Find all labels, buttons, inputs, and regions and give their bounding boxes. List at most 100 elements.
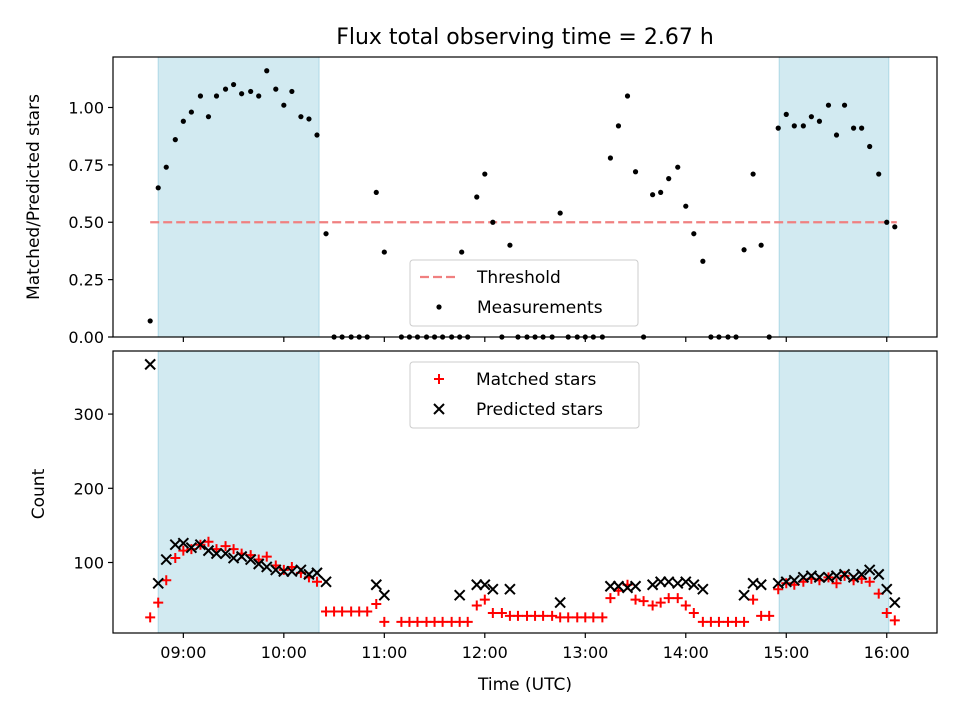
measurement-point — [808, 114, 814, 120]
measurement-point — [607, 155, 614, 161]
predicted-star-point — [370, 579, 382, 591]
matched-star-point — [186, 544, 197, 555]
predicted-star-point — [680, 576, 692, 588]
matched-star-point — [437, 616, 448, 627]
matched-star-point — [881, 607, 892, 618]
measurement-point — [323, 231, 329, 237]
x-tick-label: 16:00 — [864, 643, 910, 662]
predicted-star-point — [487, 583, 499, 595]
matched-star-point — [839, 570, 850, 581]
predicted-star-point — [320, 576, 332, 588]
predicted-star-point — [219, 547, 232, 560]
predicted-star-point — [863, 564, 876, 576]
matched-star-point — [748, 594, 759, 605]
matched-star-point — [379, 616, 390, 627]
measurement-point — [666, 176, 672, 182]
y-tick-label: 100 — [73, 554, 104, 573]
predicted-star-point — [453, 589, 466, 601]
predicted-star-point — [838, 568, 851, 581]
matched-star-point — [680, 600, 691, 611]
predicted-star-point — [813, 571, 826, 584]
predicted-star-point — [252, 558, 265, 570]
matched-star-point — [278, 564, 289, 575]
predicted-star-point — [554, 596, 566, 609]
measurement-point — [306, 116, 312, 122]
predicted-star-point — [629, 580, 642, 592]
measurement-point — [683, 203, 689, 209]
matched-star-point — [161, 575, 172, 586]
matched-star-point — [145, 612, 156, 623]
measurement-point — [163, 164, 169, 170]
measurement-point — [256, 93, 262, 99]
measurement-point — [180, 118, 186, 124]
predicted-star-point — [261, 561, 273, 573]
measurement-point — [381, 249, 387, 255]
measurement-point — [658, 189, 664, 196]
x-tick-label: 13:00 — [562, 643, 608, 662]
matched-star-point — [311, 576, 322, 587]
predicted-star-point — [504, 583, 516, 595]
x-tick-label: 09:00 — [160, 643, 206, 662]
predicted-star-point — [160, 553, 172, 566]
predicted-star-point — [662, 576, 675, 588]
measurement-point — [248, 88, 254, 95]
measurement-point — [800, 123, 806, 129]
matched-star-point — [781, 578, 792, 589]
measurement-point — [783, 111, 789, 117]
x-tick-label: 15:00 — [763, 643, 809, 662]
predicted-star-point — [177, 537, 190, 549]
measurement-point — [884, 219, 890, 225]
measurement-point — [850, 125, 857, 131]
measurement-point — [825, 102, 832, 108]
y-tick-label: 1.00 — [68, 98, 104, 117]
matched-star-point — [889, 615, 900, 626]
matched-star-point — [479, 594, 490, 605]
predicted-star-point — [873, 568, 885, 581]
legend-threshold-label: Threshold — [476, 268, 561, 288]
legend-measurement-swatch — [436, 304, 442, 310]
measurement-point — [289, 88, 295, 95]
matched-star-point — [362, 606, 373, 617]
x-tick-label: 14:00 — [663, 643, 709, 662]
measurement-point — [750, 171, 756, 177]
axes-frame — [112, 56, 938, 338]
predicted-star-point — [144, 358, 156, 371]
axes-frame — [112, 350, 938, 634]
predicted-star-point — [881, 583, 893, 595]
measurement-point — [373, 189, 379, 196]
matched-star-point — [630, 594, 641, 605]
matched-star-point — [773, 584, 784, 595]
y-tick-label: 200 — [73, 479, 104, 498]
measurement-point — [264, 68, 270, 74]
legend-matched-label: Matched stars — [476, 370, 596, 390]
measurement-point — [675, 164, 681, 170]
predicted-star-point — [194, 538, 207, 551]
predicted-star-point — [479, 579, 491, 591]
shaded-window-1 — [778, 56, 890, 338]
count-panel: 100 200 300 09:00 10:00 11:00 12:00 13:00 14:00 1… — [73, 350, 938, 662]
matched-star-point — [655, 597, 666, 608]
predicted-star-point — [738, 589, 750, 601]
matched-star-point — [337, 606, 348, 617]
matched-star-point — [371, 599, 382, 610]
predicted-star-point — [152, 577, 164, 589]
measurement-point — [557, 210, 563, 216]
matched-star-point — [538, 610, 549, 621]
predicted-star-point — [697, 583, 709, 595]
legend-matched-swatch — [434, 374, 444, 384]
legend: Matched stars Predicted stars — [409, 361, 640, 429]
matched-star-point — [462, 616, 473, 627]
measurement-point — [624, 93, 631, 99]
measurement-point — [816, 118, 823, 124]
legend-measurement-label: Measurements — [477, 298, 603, 318]
predicted-star-point — [646, 579, 659, 591]
matched-star-point — [487, 607, 498, 618]
measurement-point — [147, 318, 153, 324]
predicted-star-point — [202, 544, 215, 557]
matched-star-point — [831, 578, 842, 589]
measurement-point — [758, 242, 764, 248]
matched-star-point — [512, 610, 523, 621]
legend-box — [409, 259, 639, 327]
measurement-point — [459, 249, 465, 255]
